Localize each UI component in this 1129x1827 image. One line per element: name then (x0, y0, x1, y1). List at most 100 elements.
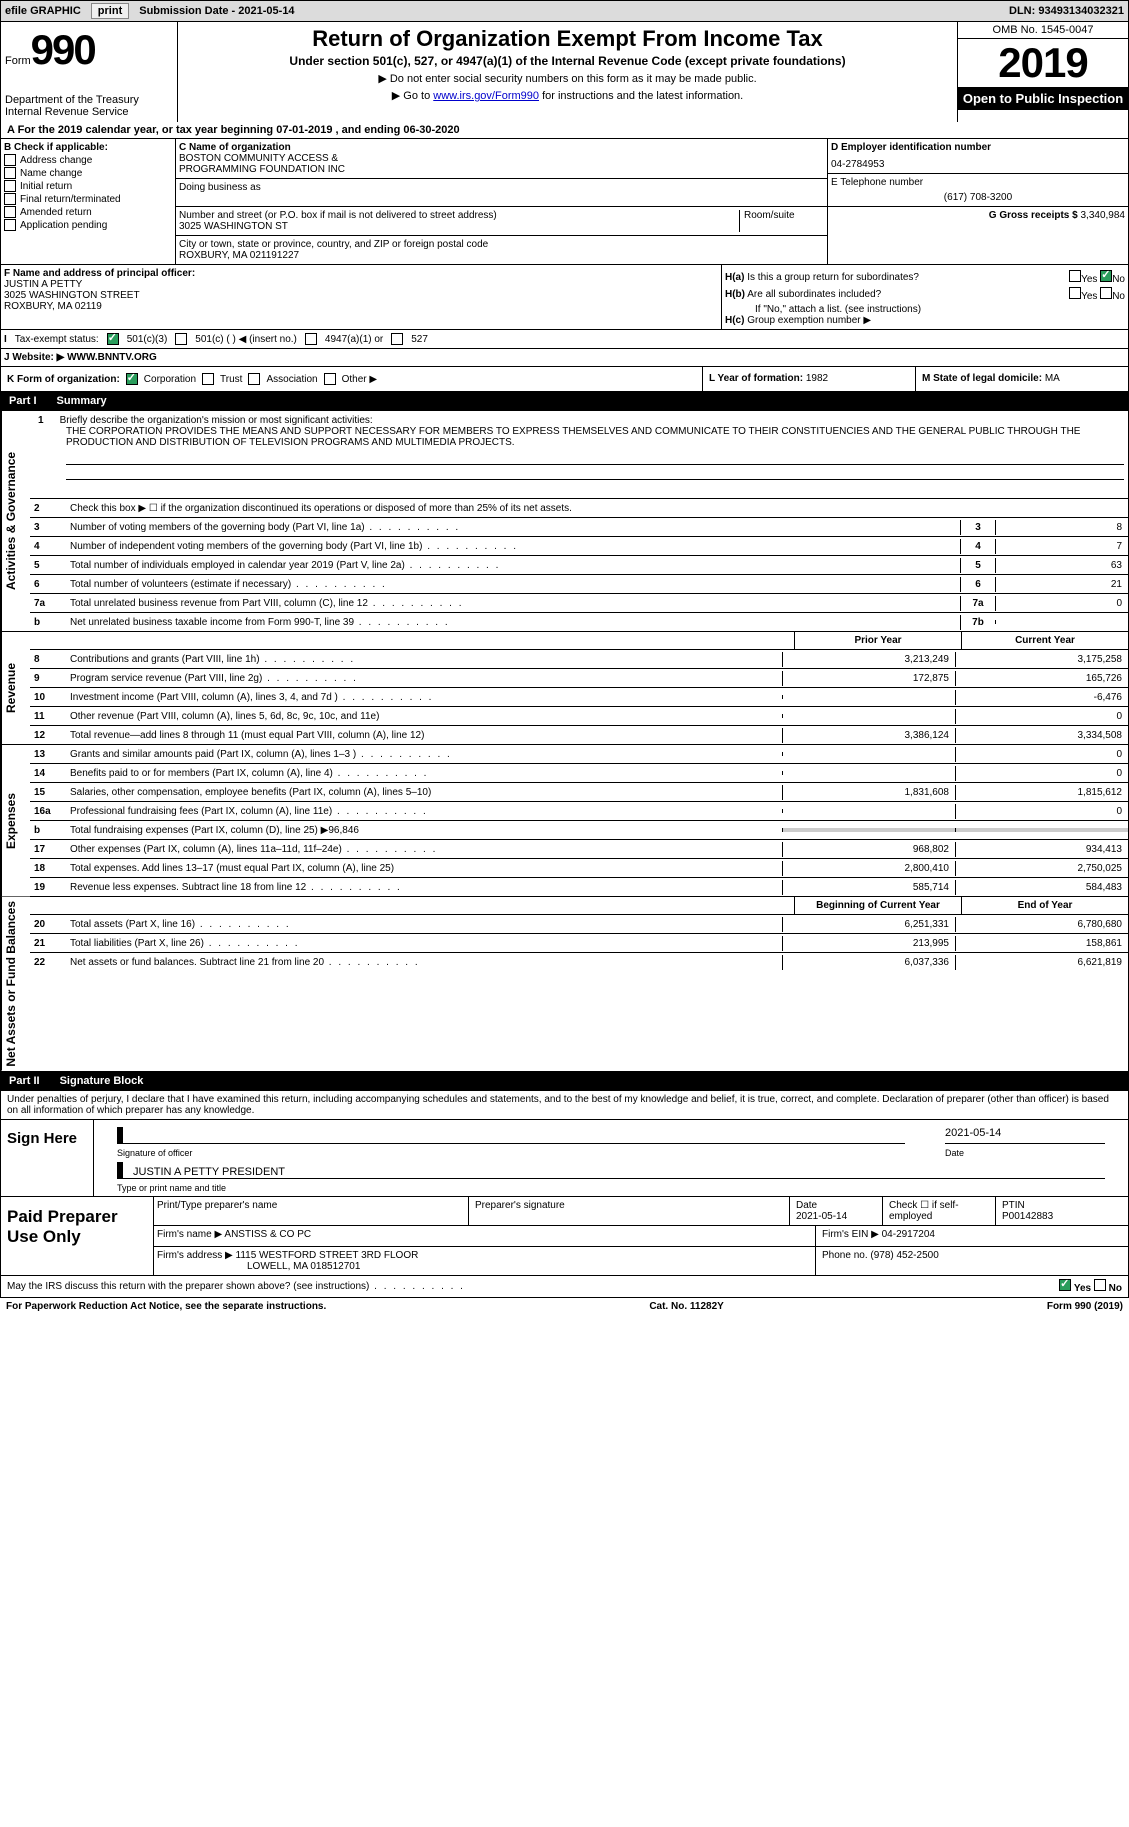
city-label: City or town, state or province, country… (179, 239, 824, 250)
sig-date: 2021-05-14 (945, 1127, 1105, 1144)
cat-no: Cat. No. 11282Y (649, 1301, 723, 1312)
chk-501c3[interactable] (107, 333, 119, 345)
line-21: Total liabilities (Part X, line 26) (66, 936, 782, 951)
chk-527[interactable] (391, 333, 403, 345)
tel-value: (617) 708-3200 (831, 192, 1125, 203)
gross-label: G Gross receipts $ (989, 210, 1081, 221)
ha-yes[interactable] (1069, 270, 1081, 282)
section-b-label: B Check if applicable: (4, 142, 172, 153)
chk-final[interactable] (4, 193, 16, 205)
dept-treasury: Department of the Treasury (5, 94, 173, 106)
self-employed-label: Check ☐ if self-employed (882, 1197, 995, 1225)
ptin: P00142883 (1002, 1211, 1122, 1222)
line-16b: Total fundraising expenses (Part IX, col… (66, 823, 782, 838)
irs-label: Internal Revenue Service (5, 106, 173, 118)
prep-name-label: Print/Type preparer's name (154, 1197, 468, 1225)
ha-no[interactable] (1100, 270, 1112, 282)
mission-text: THE CORPORATION PROVIDES THE MEANS AND S… (66, 426, 1124, 448)
hc-text: Group exemption number ▶ (747, 315, 871, 326)
street-value: 3025 WASHINGTON ST (179, 221, 735, 232)
line-17: Other expenses (Part IX, column (A), lin… (66, 842, 782, 857)
officer-street: 3025 WASHINGTON STREET (4, 290, 718, 301)
dln: DLN: 93493134032321 (1009, 5, 1124, 17)
line-12: Total revenue—add lines 8 through 11 (mu… (66, 728, 782, 743)
chk-amended[interactable] (4, 206, 16, 218)
chk-address[interactable] (4, 154, 16, 166)
sig-date-label: Date (945, 1148, 1105, 1158)
officer-label: F Name and address of principal officer: (4, 268, 718, 279)
line-7a: Total unrelated business revenue from Pa… (66, 596, 960, 611)
signature-section: Sign Here Signature of officer 2021-05-1… (0, 1120, 1129, 1197)
line-19: Revenue less expenses. Subtract line 18 … (66, 880, 782, 895)
street-label: Number and street (or P.O. box if mail i… (179, 210, 735, 221)
preparer-label: Paid Preparer Use Only (1, 1197, 154, 1275)
tax-status-row: I Tax-exempt status: 501(c)(3) 501(c) ( … (0, 330, 1129, 349)
hb-yes[interactable] (1069, 287, 1081, 299)
omb-number: OMB No. 1545-0047 (958, 22, 1128, 39)
line-15: Salaries, other compensation, employee b… (66, 785, 782, 800)
chk-pending[interactable] (4, 219, 16, 231)
line-22: Net assets or fund balances. Subtract li… (66, 955, 782, 970)
line-2: Check this box ▶ ☐ if the organization d… (66, 501, 1128, 516)
gross-value: 3,340,984 (1081, 210, 1126, 221)
open-public-badge: Open to Public Inspection (958, 87, 1128, 110)
begin-year-header: Beginning of Current Year (794, 897, 961, 914)
room-label: Room/suite (740, 210, 824, 232)
line-14: Benefits paid to or for members (Part IX… (66, 766, 782, 781)
line-9: Program service revenue (Part VIII, line… (66, 671, 782, 686)
line-6-val: 21 (995, 577, 1128, 592)
chk-corp[interactable] (126, 373, 138, 385)
line-3: Number of voting members of the governin… (66, 520, 960, 535)
chk-assoc[interactable] (248, 373, 260, 385)
chk-other[interactable] (324, 373, 336, 385)
submission-date: Submission Date - 2021-05-14 (139, 5, 294, 17)
ein-value: 04-2784953 (831, 159, 1125, 170)
paperwork-notice: For Paperwork Reduction Act Notice, see … (6, 1301, 326, 1312)
tax-year: 2019 (958, 39, 1128, 87)
form-footer: Form 990 (2019) (1047, 1301, 1123, 1312)
chk-name[interactable] (4, 167, 16, 179)
subtitle: Under section 501(c), 527, or 4947(a)(1)… (182, 54, 953, 68)
line-4: Number of independent voting members of … (66, 539, 960, 554)
org-name-label: C Name of organization (179, 142, 824, 153)
discuss-yes[interactable] (1059, 1279, 1071, 1291)
line-6: Total number of volunteers (estimate if … (66, 577, 960, 592)
line-8: Contributions and grants (Part VIII, lin… (66, 652, 782, 667)
form-label: Form (5, 55, 31, 67)
line-7a-val: 0 (995, 596, 1128, 611)
prep-date: 2021-05-14 (796, 1211, 876, 1222)
instruction-1: ▶ Do not enter social security numbers o… (182, 72, 953, 85)
irs-link[interactable]: www.irs.gov/Form990 (433, 90, 539, 102)
line-4-val: 7 (995, 539, 1128, 554)
part2-header: Part II Signature Block (0, 1072, 1129, 1091)
ha-text: Is this a group return for subordinates? (747, 272, 919, 283)
period-row: A For the 2019 calendar year, or tax yea… (0, 122, 1129, 139)
current-year-header: Current Year (961, 632, 1128, 649)
chk-501c[interactable] (175, 333, 187, 345)
netassets-section: Net Assets or Fund Balances Beginning of… (0, 897, 1129, 1072)
city-value: ROXBURY, MA 021191227 (179, 250, 824, 261)
line-5: Total number of individuals employed in … (66, 558, 960, 573)
hb-text: Are all subordinates included? (747, 289, 881, 300)
side-expenses: Expenses (1, 745, 30, 896)
chk-initial[interactable] (4, 180, 16, 192)
form-org-row: K Form of organization: Corporation Trus… (0, 367, 1129, 392)
page-title: Return of Organization Exempt From Incom… (182, 26, 953, 52)
identity-section: B Check if applicable: Address change Na… (0, 139, 1129, 265)
revenue-section: Revenue Prior YearCurrent Year 8Contribu… (0, 632, 1129, 745)
instruction-2: ▶ Go to www.irs.gov/Form990 for instruct… (182, 89, 953, 102)
chk-4947[interactable] (305, 333, 317, 345)
sig-officer-label: Signature of officer (117, 1148, 905, 1158)
chk-trust[interactable] (202, 373, 214, 385)
hb-no[interactable] (1100, 287, 1112, 299)
sign-here-label: Sign Here (1, 1120, 94, 1196)
governance-section: Activities & Governance 1Briefly describ… (0, 411, 1129, 632)
part1-header: Part I Summary (0, 392, 1129, 411)
discuss-no[interactable] (1094, 1279, 1106, 1291)
firm-ein: 04-2917204 (882, 1229, 935, 1240)
form-number: 990 (31, 26, 95, 74)
ein-label: D Employer identification number (831, 142, 1125, 153)
website-url[interactable]: WWW.BNNTV.ORG (67, 352, 157, 363)
print-button[interactable]: print (91, 3, 129, 19)
line-18: Total expenses. Add lines 13–17 (must eq… (66, 861, 782, 876)
